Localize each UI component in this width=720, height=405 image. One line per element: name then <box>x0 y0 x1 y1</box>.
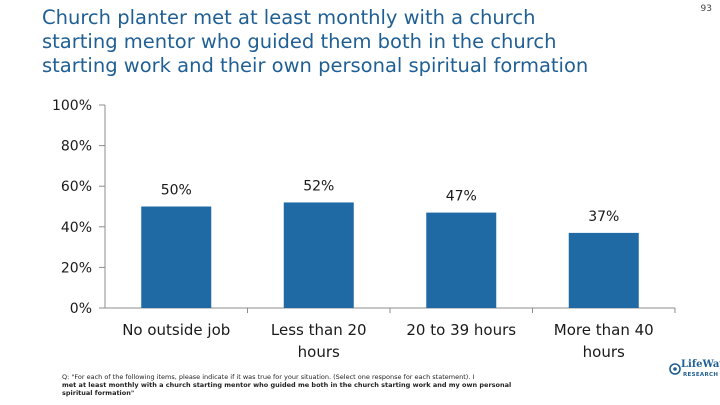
y-tick-label: 0% <box>70 301 92 317</box>
y-tick-label: 100% <box>52 98 92 114</box>
chart-title: Church planter met at least monthly with… <box>42 6 682 78</box>
data-label: 50% <box>161 183 192 199</box>
data-label: 52% <box>303 178 334 194</box>
x-tick-label: Less than 20 <box>271 321 367 339</box>
y-tick-label: 20% <box>61 260 92 276</box>
x-tick-label: No outside job <box>122 321 230 339</box>
footnote-option-line: met at least monthly with a church start… <box>62 381 512 389</box>
data-label: 37% <box>588 209 619 225</box>
footnote-question: Q: "For each of the following items, ple… <box>62 373 475 381</box>
y-tick-label: 80% <box>61 139 92 155</box>
x-tick-label: More than 40 <box>554 321 654 339</box>
x-tick-label: hours <box>583 343 625 361</box>
footnote-option-line: spiritual formation" <box>62 389 135 397</box>
logo-mark-icon <box>669 363 681 375</box>
bar <box>426 212 497 308</box>
y-tick-label: 40% <box>61 220 92 236</box>
logo-subbrand: RESEARCH <box>683 372 719 378</box>
title-line: starting work and their own personal spi… <box>42 54 589 77</box>
title-line: Church planter met at least monthly with… <box>42 6 536 29</box>
bar <box>568 232 639 308</box>
x-tick-label: 20 to 39 hours <box>406 321 516 339</box>
footnote: Q: "For each of the following items, ple… <box>62 373 622 397</box>
x-tick-label: hours <box>298 343 340 361</box>
data-label: 47% <box>446 189 477 205</box>
title-line: starting mentor who guided them both in … <box>42 30 557 53</box>
bar <box>141 206 212 308</box>
page-number: 93 <box>700 4 712 14</box>
lifeway-research-logo: LifeWay RESEARCH <box>669 355 720 397</box>
y-tick-label: 60% <box>61 179 92 195</box>
bar <box>283 202 354 308</box>
logo-brand: LifeWay <box>681 359 720 370</box>
